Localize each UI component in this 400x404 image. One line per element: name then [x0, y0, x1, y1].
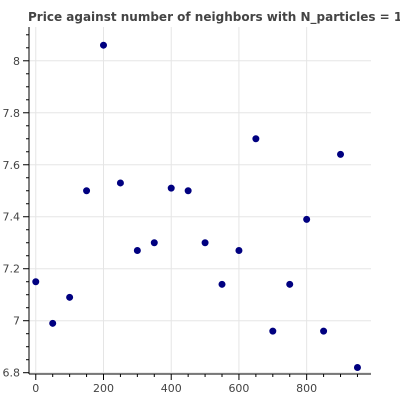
data-point-7: [150, 239, 158, 247]
data-point-17: [320, 327, 328, 335]
data-point-6: [133, 247, 141, 255]
data-point-16: [303, 215, 311, 223]
ticks: 0 200 400 600 800 6.8 7 7.2 7.4 7.6 7.8 8: [3, 34, 358, 395]
chart-title: Price against number of neighbors with N…: [28, 10, 400, 25]
y-tick-label-0: 6.8: [3, 367, 21, 380]
x-tick-label-4: 800: [296, 382, 317, 395]
x-tick-label-2: 400: [161, 382, 182, 395]
y-tick-label-4: 7.6: [3, 159, 21, 172]
data-point-19: [353, 364, 361, 372]
y-tick-label-2: 7.2: [3, 263, 21, 276]
data-point-11: [218, 280, 226, 288]
data-point-9: [184, 187, 192, 195]
y-tick-label-5: 7.8: [3, 107, 21, 120]
axes: [28, 27, 371, 375]
x-tick-label-1: 200: [93, 382, 114, 395]
data-point-2: [66, 293, 74, 301]
data-point-5: [116, 179, 124, 187]
x-tick-label-0: 0: [32, 382, 39, 395]
data-point-15: [286, 280, 294, 288]
data-point-13: [252, 135, 260, 143]
y-tick-label-3: 7.4: [3, 211, 21, 224]
y-tick-label-6: 8: [13, 55, 20, 68]
data-point-4: [99, 41, 107, 49]
data-point-12: [235, 247, 243, 255]
data-point-1: [49, 319, 57, 327]
y-tick-label-1: 7: [13, 315, 20, 328]
data-point-3: [83, 187, 91, 195]
data-point-10: [201, 239, 209, 247]
grid: [29, 27, 371, 374]
x-tick-label-3: 600: [228, 382, 249, 395]
data-point-8: [167, 184, 175, 192]
data-point-18: [337, 150, 345, 158]
data-point-0: [32, 278, 40, 286]
data-point-14: [269, 327, 277, 335]
data-points: [32, 41, 361, 372]
